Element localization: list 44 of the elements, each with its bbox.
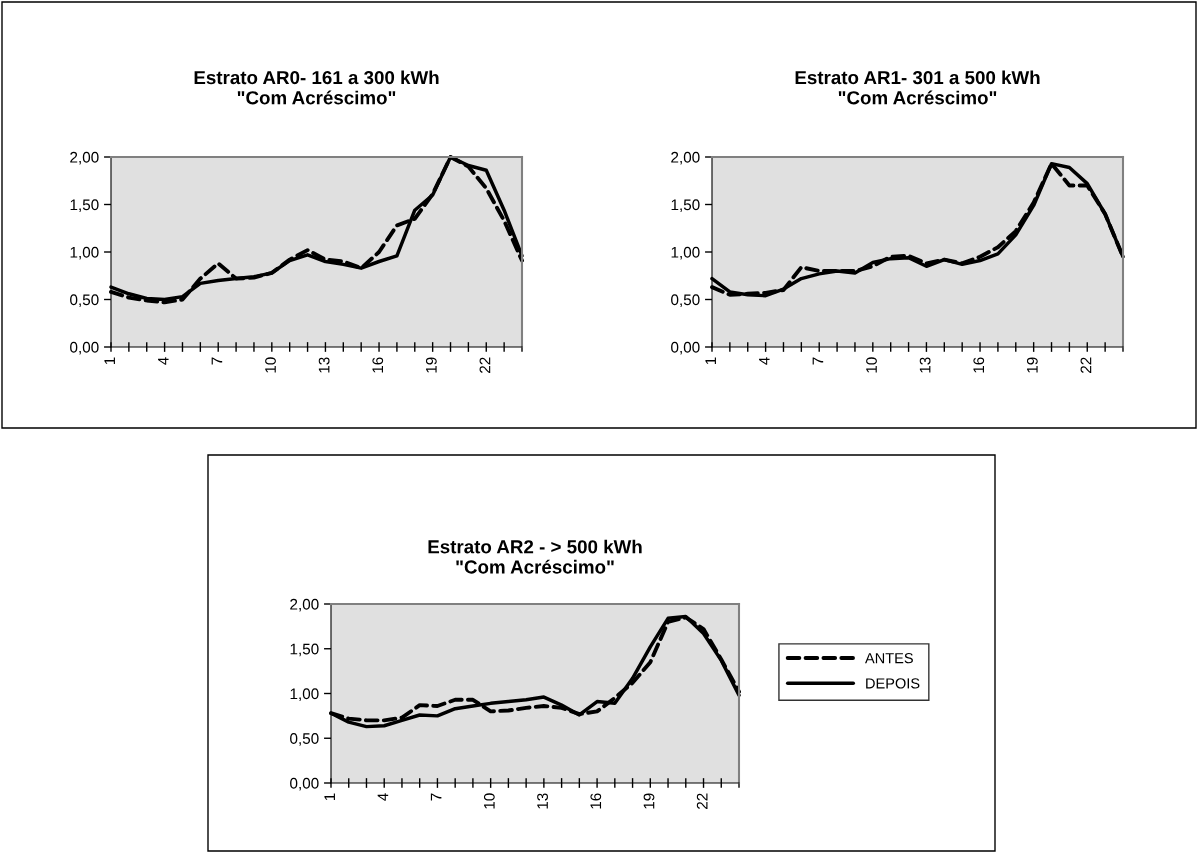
y-tick-label: 1,50	[671, 199, 700, 212]
x-tick-label: 4	[759, 357, 770, 365]
y-tick-label: 2,00	[290, 598, 319, 612]
y-tick-label: 1,00	[671, 246, 700, 260]
x-tick-label: 22	[696, 793, 708, 809]
y-tick-label: 0,50	[671, 294, 700, 307]
x-tick-label: 19	[1026, 357, 1038, 373]
y-tick-label: 2,00	[671, 151, 700, 165]
x-tick-label: 13	[919, 357, 931, 373]
legend-label: ANTES	[865, 652, 913, 664]
x-tick-label: 19	[643, 793, 655, 809]
y-tick-label: 2,00	[70, 151, 99, 165]
chart-title: Estrato AR2 - > 500 kWh "Com Acréscimo"	[428, 539, 642, 574]
x-tick-label: 22	[479, 357, 491, 373]
x-tick-label: 4	[158, 357, 169, 365]
x-tick-label: 7	[211, 357, 223, 365]
y-tick-label: 0,50	[70, 294, 99, 307]
x-tick-label: 7	[430, 793, 442, 801]
x-tick-label: 16	[372, 357, 384, 373]
y-tick-label: 0,50	[290, 733, 319, 746]
x-tick-label: 10	[265, 357, 276, 373]
y-tick-label: 1,50	[70, 199, 99, 212]
y-tick-label: 0,00	[70, 341, 99, 355]
legend-label: DEPOIS	[866, 678, 920, 689]
x-tick-label: 13	[537, 793, 548, 809]
x-tick-label: 4	[377, 793, 389, 801]
y-tick-label: 0,00	[671, 341, 700, 355]
x-tick-label: 1	[324, 793, 335, 801]
y-tick-label: 0,00	[290, 777, 319, 791]
x-tick-label: 16	[590, 793, 602, 809]
x-tick-label: 1	[705, 357, 716, 365]
y-tick-label: 1,50	[290, 643, 319, 657]
y-tick-label: 1,00	[70, 246, 99, 260]
x-tick-label: 13	[318, 357, 330, 373]
x-tick-label: 7	[812, 357, 824, 365]
chart-title: Estrato AR1- 301 a 500 kWh "Com Acréscimo"	[795, 70, 1040, 105]
x-tick-label: 10	[483, 793, 495, 809]
x-tick-label: 22	[1080, 357, 1092, 373]
chart-title: Estrato AR0- 161 a 300 kWh "Com Acréscimo"	[194, 70, 439, 105]
x-tick-label: 1	[104, 357, 115, 365]
x-tick-label: 16	[973, 357, 985, 373]
y-tick-label: 1,00	[290, 688, 319, 701]
x-tick-label: 10	[866, 357, 877, 373]
x-tick-label: 19	[425, 357, 437, 373]
